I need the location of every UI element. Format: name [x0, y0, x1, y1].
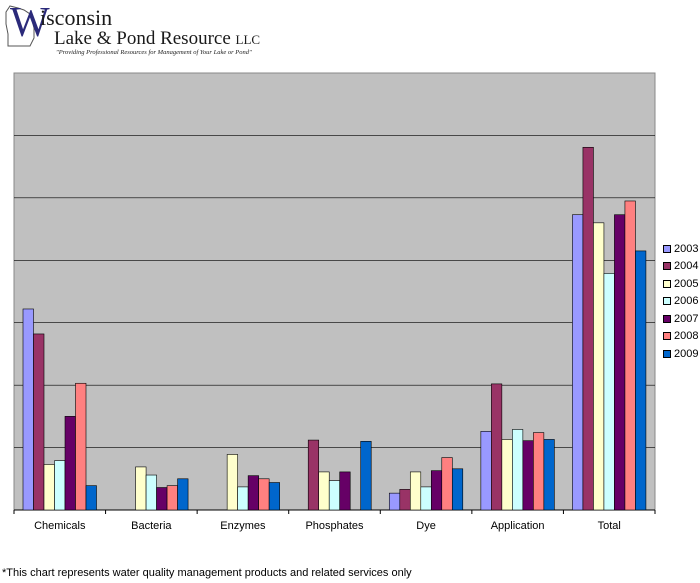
bar-2008-dye	[441, 457, 453, 511]
bar-2007-chemicals	[64, 416, 76, 511]
bar-2005-enzymes	[226, 454, 238, 511]
bar-2009-total	[635, 250, 647, 511]
bar-2005-chemicals	[43, 464, 55, 511]
bar-chart: Chemicals Bacteria Enzymes Phosphates Dye App…	[13, 72, 656, 532]
footnote: *This chart represents water quality man…	[2, 567, 412, 579]
legend-swatch	[663, 349, 671, 358]
logo-llc: LLC	[235, 32, 261, 47]
wisconsin-map-icon	[5, 5, 35, 47]
bar-2009-bacteria	[177, 478, 189, 511]
bar-2005-dye	[409, 471, 422, 511]
bar-2005-phosphates	[318, 471, 330, 511]
bar-2006-phosphates	[328, 480, 341, 511]
legend-item-2003: 2003	[663, 240, 700, 258]
bar-2007-bacteria	[156, 487, 168, 511]
bars	[22, 146, 647, 511]
legend-swatch	[663, 244, 671, 253]
bar-2009-application	[543, 439, 555, 511]
legend-label: 2003	[674, 242, 699, 255]
legend-swatch	[663, 262, 671, 271]
x-label-enzymes: Enzymes	[220, 520, 266, 532]
x-label-application: Application	[491, 520, 545, 532]
x-label-chemicals: Chemicals	[34, 520, 86, 532]
legend-swatch	[663, 314, 671, 323]
bar-2006-application	[512, 429, 524, 511]
legend-swatch	[663, 332, 671, 341]
legend-label: 2007	[674, 312, 699, 325]
bar-2004-chemicals	[33, 333, 45, 511]
x-label-bacteria: Bacteria	[131, 520, 172, 532]
bar-2004-application	[491, 383, 503, 511]
gridlines	[14, 135, 655, 511]
bar-2007-dye	[430, 470, 443, 511]
bar-2005-bacteria	[135, 466, 147, 511]
x-label-dye: Dye	[416, 520, 436, 532]
logo-company-name: Lake & Pond Resource	[54, 28, 231, 49]
bar-2005-application	[501, 439, 513, 511]
legend-swatch	[663, 279, 671, 288]
bar-2006-enzymes	[237, 486, 249, 511]
bar-2003-dye	[388, 492, 401, 511]
legend-swatch	[663, 297, 671, 306]
bar-2009-phosphates	[360, 441, 372, 511]
plot-area	[13, 72, 656, 511]
bar-2004-phosphates	[307, 439, 320, 511]
bar-2006-dye	[420, 486, 432, 511]
legend-label: 2006	[674, 295, 699, 308]
bar-2008-enzymes	[258, 478, 270, 511]
logo-subtitle: Lake & Pond Resource LLC	[54, 29, 260, 50]
bar-2007-phosphates	[339, 471, 351, 511]
legend-item-2006: 2006	[663, 293, 700, 311]
bar-2005-total	[593, 222, 605, 511]
legend-item-2004: 2004	[663, 258, 700, 276]
bar-2007-enzymes	[247, 475, 259, 511]
bar-2009-dye	[451, 468, 464, 511]
bar-2009-chemicals	[85, 485, 97, 511]
legend-item-2008: 2008	[663, 328, 700, 346]
bar-2006-bacteria	[145, 474, 157, 511]
company-logo: W isconsin Lake & Pond Resource LLC "Pro…	[0, 0, 260, 62]
bar-2008-bacteria	[166, 485, 178, 511]
x-axis-labels: Chemicals Bacteria Enzymes Phosphates Dye App…	[13, 510, 656, 532]
bar-2009-enzymes	[268, 482, 280, 511]
bar-2003-chemicals	[22, 308, 34, 511]
bar-2008-chemicals	[75, 382, 87, 511]
logo-letter-w: W	[10, 0, 50, 46]
chart-legend: 2003 2004 2005 2006 2007 2008 2009	[663, 240, 700, 363]
legend-item-2009: 2009	[663, 345, 700, 363]
legend-label: 2008	[674, 330, 699, 343]
bar-2006-chemicals	[54, 460, 66, 511]
bar-2006-total	[603, 273, 615, 511]
bar-2007-application	[522, 440, 534, 511]
legend-item-2005: 2005	[663, 275, 700, 293]
bar-2003-application	[480, 431, 492, 511]
bar-2008-application	[533, 432, 545, 511]
x-label-total: Total	[598, 520, 621, 532]
bar-2004-total	[582, 146, 594, 511]
legend-item-2007: 2007	[663, 310, 700, 328]
x-label-phosphates: Phosphates	[305, 520, 364, 532]
legend-label: 2009	[674, 347, 699, 360]
bar-2008-total	[624, 200, 636, 511]
logo-tagline: "Providing Professional Resources for Ma…	[56, 49, 252, 56]
legend-label: 2005	[674, 277, 699, 290]
legend-label: 2004	[674, 260, 699, 273]
logo-wordmark: isconsin	[40, 5, 113, 30]
bar-2007-total	[614, 214, 626, 511]
bar-2003-total	[572, 214, 584, 511]
bar-2004-dye	[399, 489, 411, 511]
